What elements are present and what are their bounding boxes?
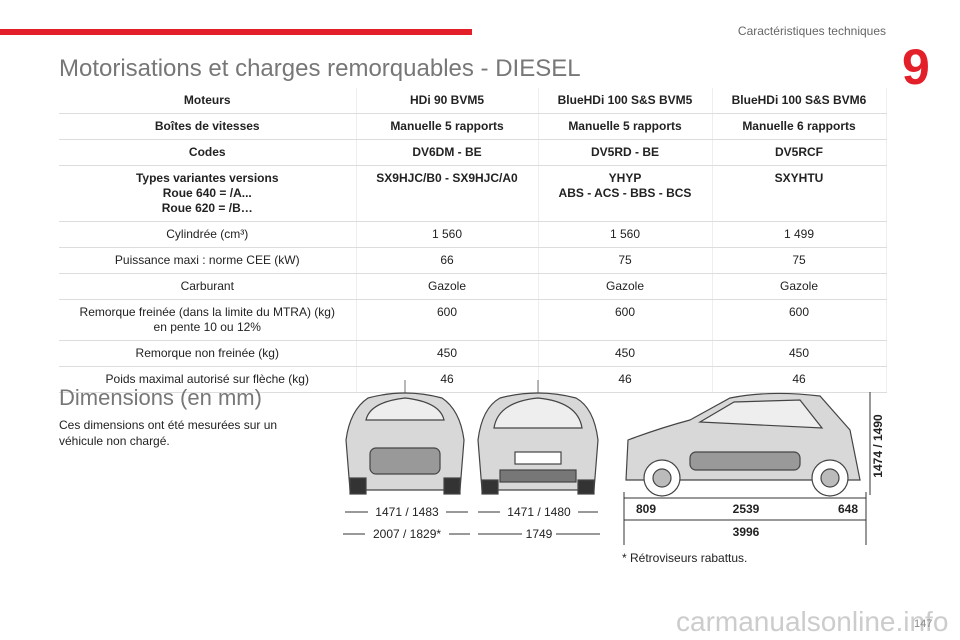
car-side [625,392,861,497]
table-cell: 450 [538,340,713,367]
table-cell: SXYHTU [712,165,887,222]
cell-line: en pente 10 ou 12% [153,320,261,334]
table-cell: Gazole [712,273,887,300]
table-row: Codes DV6DM - BE DV5RD - BE DV5RCF [59,139,887,166]
cell-line: YHYP [608,171,642,185]
table-cell: 46 [712,366,887,393]
dimension-label: 1474 / 1490 [871,414,885,478]
table-cell: Moteurs [59,88,357,114]
table-row: Cylindrée (cm³) 1 560 1 560 1 499 [59,221,887,248]
table-cell: Boîtes de vitesses [59,113,357,140]
section-title: Caractéristiques techniques [737,24,886,38]
table-cell: Carburant [59,273,357,300]
table-cell: Types variantes versions Roue 640 = /A...… [59,165,357,222]
table-row: Carburant Gazole Gazole Gazole [59,273,887,300]
car-front [345,380,465,495]
dimension-label: 1749 [526,527,553,541]
table-cell: 600 [538,299,713,341]
footnote: * Rétroviseurs rabattus. [622,551,748,565]
table-cell: Codes [59,139,357,166]
table-cell: DV5RCF [712,139,887,166]
page-title: Motorisations et charges remorquables - … [59,55,581,82]
table-cell: 75 [712,247,887,274]
table-cell: Manuelle 5 rapports [538,113,713,140]
cell-line: Roue 620 = /B… [161,201,253,215]
table-cell: Gazole [538,273,713,300]
table-cell: 46 [538,366,713,393]
red-bar [0,29,472,35]
table-cell: 600 [356,299,539,341]
table-cell: SX9HJC/B0 - SX9HJC/A0 [356,165,539,222]
cell-line: ABS - ACS - BBS - BCS [558,186,692,200]
table-cell: 46 [356,366,539,393]
table-cell: BlueHDi 100 S&S BVM5 [538,88,713,114]
table-cell: HDi 90 BVM5 [356,88,539,114]
table-cell: 450 [356,340,539,367]
table-cell: 1 560 [538,221,713,248]
table-cell: 450 [712,340,887,367]
table-cell: Manuelle 5 rapports [356,113,539,140]
car-rear [477,380,599,495]
dimension-label: 3996 [733,525,760,539]
table-row: Poids maximal autorisé sur flèche (kg) 46… [59,366,887,393]
table-row: Remorque freinée (dans la limite du MTRA… [59,299,887,341]
table-row: Types variantes versions Roue 640 = /A...… [59,165,887,222]
table-cell: Cylindrée (cm³) [59,221,357,248]
table-cell: Remorque freinée (dans la limite du MTRA… [59,299,357,341]
dimension-label: 2539 [733,502,760,516]
table-row: Remorque non freinée (kg) 450 450 450 [59,340,887,367]
table-row: Moteurs HDi 90 BVM5 BlueHDi 100 S&S BVM5 Bl… [59,88,887,114]
dimension-label: 809 [636,502,656,516]
table-cell: 1 499 [712,221,887,248]
table-cell: Manuelle 6 rapports [712,113,887,140]
cell-line: Types variantes versions [135,171,279,185]
dimension-label: 1471 / 1480 [507,505,571,519]
watermark: carmanualsonline.info [676,606,949,637]
table-cell: Remorque non freinée (kg) [59,340,357,367]
dimension-diagram: 1471 / 1483 2007 / 1829* 1471 / 1480 174… [343,380,885,545]
dimension-label: 648 [838,502,858,516]
table-cell: Poids maximal autorisé sur flèche (kg) [59,366,357,393]
table-cell: 600 [712,299,887,341]
spec-table: Moteurs HDi 90 BVM5 BlueHDi 100 S&S BVM5 Bl… [59,88,887,393]
section-heading: Dimensions (en mm) [59,385,262,410]
page-number: 147 [914,618,933,630]
table-cell: BlueHDi 100 S&S BVM6 [712,88,887,114]
table-row: Puissance maxi : norme CEE (kW) 66 75 75 [59,247,887,274]
table-row: Boîtes de vitesses Manuelle 5 rapports Man… [59,113,887,140]
table-cell: DV5RD - BE [538,139,713,166]
table-cell: Puissance maxi : norme CEE (kW) [59,247,357,274]
chapter-number: 9 [902,39,930,95]
table-cell: Gazole [356,273,539,300]
cell-line: Remorque freinée (dans la limite du MTRA… [79,305,335,319]
dimension-label: 1471 / 1483 [375,505,439,519]
table-cell: DV6DM - BE [356,139,539,166]
table-cell: 75 [538,247,713,274]
dimension-label: 2007 / 1829* [373,527,441,541]
table-cell: YHYP ABS - ACS - BBS - BCS [538,165,713,222]
table-cell: 66 [356,247,539,274]
paragraph: Ces dimensions ont été mesurées sur un v… [59,418,278,448]
cell-line: Roue 640 = /A... [162,186,252,200]
table-cell: 1 560 [356,221,539,248]
